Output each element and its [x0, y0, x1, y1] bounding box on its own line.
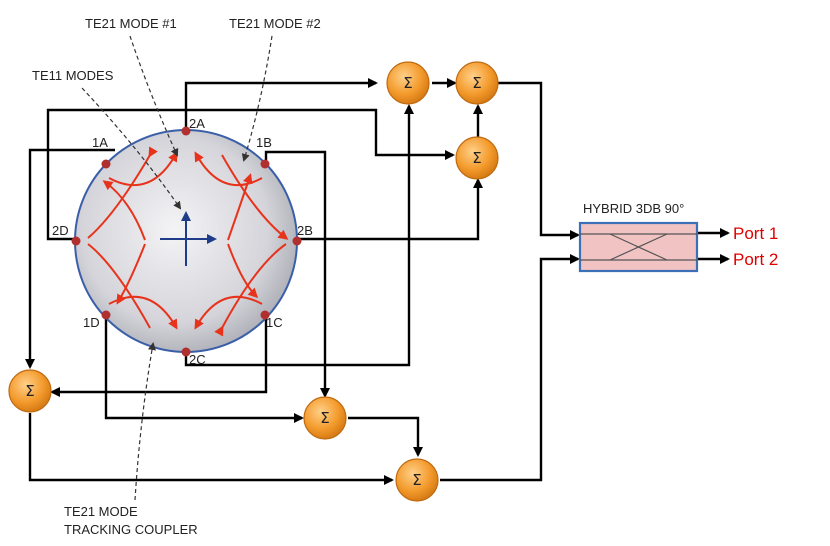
sigma-summer-icon: Σ [455, 136, 499, 180]
field-line [108, 151, 178, 187]
hybrid-3db-90: HYBRID 3DB 90° [578, 201, 699, 273]
wire-s4-s6 [28, 413, 394, 485]
port-label-1b: 1B [256, 135, 272, 150]
wire-1c [50, 314, 268, 397]
field-line [221, 154, 289, 240]
field-line [194, 295, 263, 330]
port-label-2a: 2A [189, 116, 205, 131]
hybrid-label: HYBRID 3DB 90° [583, 201, 684, 216]
wire-2c [184, 104, 414, 367]
port-dot-1b [260, 159, 270, 169]
wire-2b [298, 178, 483, 241]
field-line [227, 243, 259, 299]
wiring [25, 78, 730, 485]
wire-1d [104, 314, 304, 423]
port-label-2d: 2D [52, 223, 69, 238]
port-dot-2d [71, 236, 81, 246]
port-label-1a: 1A [92, 135, 108, 150]
leader-tracking [134, 342, 156, 501]
port-label-1c: 1C [266, 315, 283, 330]
label-te11-modes: TE11 MODES [32, 68, 114, 83]
port-dot-2a [181, 126, 191, 136]
crosshair-arrow-icon [160, 211, 217, 266]
sigma-summer-icon: Σ [8, 369, 52, 413]
port-dots [71, 126, 302, 357]
port-dot-2c [181, 347, 191, 357]
summer-symbol: Σ [320, 409, 329, 427]
label-te21-mode-2: TE21 MODE #2 [229, 16, 321, 31]
field-line [116, 243, 146, 305]
wire-s6-hybrid [440, 254, 580, 482]
port-label-1d: 1D [83, 315, 100, 330]
wire-s2-hybrid [496, 81, 580, 240]
sigma-summer-icon: Σ [303, 396, 347, 440]
field-line [87, 146, 158, 239]
wire-s5-s6 [348, 416, 423, 457]
port-dot-1c [260, 310, 270, 320]
summer-symbol: Σ [472, 149, 481, 167]
field-line [194, 151, 263, 187]
summer-symbol: Σ [403, 74, 412, 92]
output-port-2: Port 2 [733, 250, 778, 269]
field-line [102, 180, 146, 241]
summer-symbol: Σ [25, 382, 34, 400]
tracking-coupler: 2A 1B 2B 1C 2C 1D 2D 1A [52, 116, 313, 367]
wire-1a [25, 148, 115, 369]
annotations: TE21 MODE #1 TE21 MODE #2 TE11 MODES TE2… [32, 16, 321, 537]
field-line [227, 173, 253, 241]
port-label-2c: 2C [189, 352, 206, 367]
port-dot-1d [101, 310, 111, 320]
wire-2d [46, 108, 455, 241]
sigma-summer-icon: Σ [455, 61, 499, 105]
field-line [214, 243, 287, 337]
label-tracking-line1: TE21 MODE [64, 504, 138, 519]
label-tracking-line2: TRACKING COUPLER [64, 522, 198, 537]
field-lines [87, 146, 289, 337]
port-dot-2b [292, 236, 302, 246]
wire-2a [184, 78, 378, 131]
summers: Σ Σ Σ Σ Σ Σ [8, 61, 499, 502]
sigma-summer-icon: Σ [386, 61, 430, 105]
leader-te21-mode-2 [241, 35, 273, 162]
output-port-1: Port 1 [733, 224, 778, 243]
leader-te21-mode-1 [129, 35, 179, 157]
port-label-2b: 2B [297, 223, 313, 238]
wire-1b [264, 150, 330, 398]
summer-symbol: Σ [472, 74, 481, 92]
summer-symbol: Σ [412, 471, 421, 489]
field-line [87, 243, 151, 329]
sigma-summer-icon: Σ [395, 458, 439, 502]
port-dot-1a [101, 159, 111, 169]
label-te21-mode-1: TE21 MODE #1 [85, 16, 177, 31]
